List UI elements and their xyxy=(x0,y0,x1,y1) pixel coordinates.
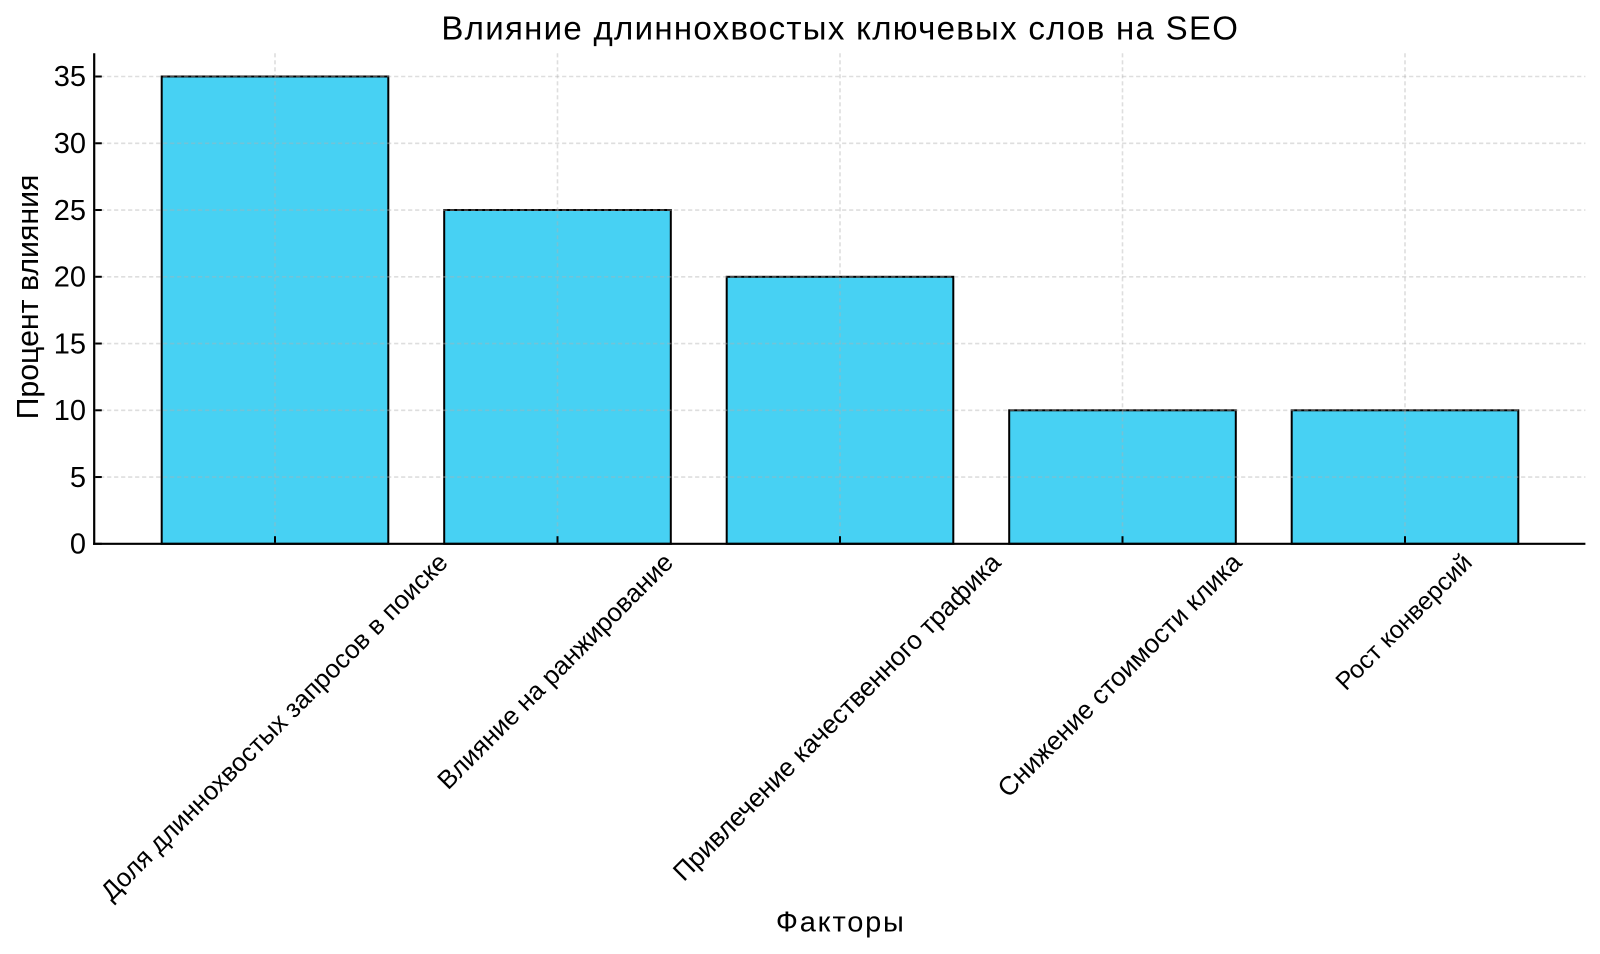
svg-text:30: 30 xyxy=(54,128,86,160)
svg-text:25: 25 xyxy=(54,195,86,227)
svg-text:0: 0 xyxy=(70,529,86,561)
svg-text:20: 20 xyxy=(54,262,86,294)
svg-text:15: 15 xyxy=(54,328,86,360)
svg-text:5: 5 xyxy=(70,462,86,494)
svg-text:Факторы: Факторы xyxy=(776,907,906,939)
svg-text:10: 10 xyxy=(54,395,86,427)
svg-text:35: 35 xyxy=(54,61,86,93)
svg-text:Процент влияния: Процент влияния xyxy=(12,175,45,420)
svg-text:Влияние длиннохвостых ключевых: Влияние длиннохвостых ключевых слов на S… xyxy=(441,10,1239,47)
